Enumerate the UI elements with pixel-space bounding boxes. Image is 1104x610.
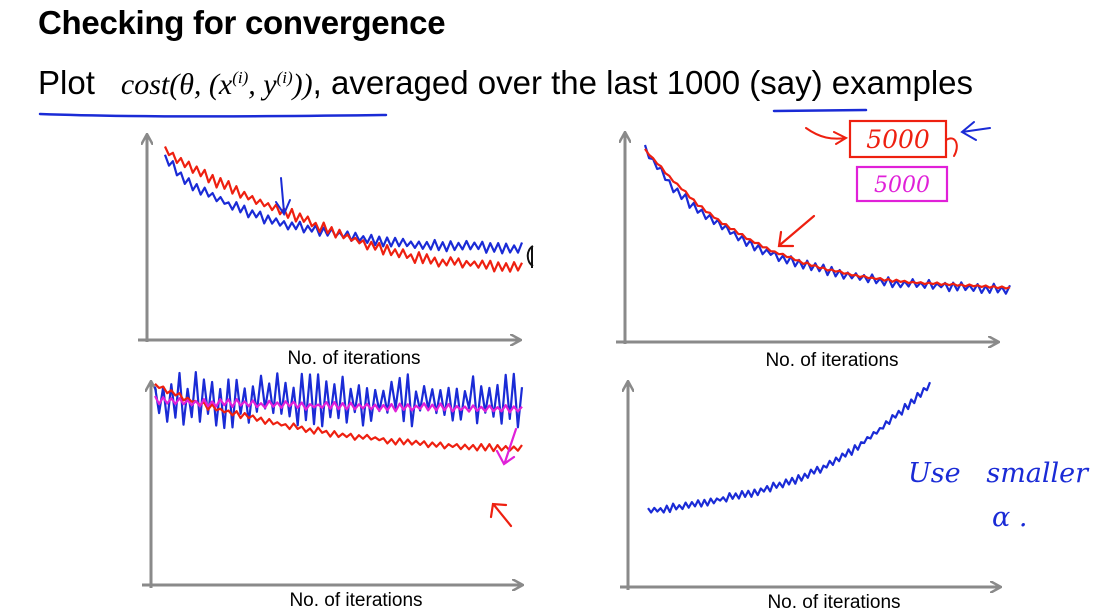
chart-2-series-1-line [643, 144, 1011, 295]
chart-4-series-1-line [647, 381, 932, 514]
arrow-mark-blue [275, 177, 291, 217]
annotation-number-pink: 5000 [874, 173, 930, 198]
chart-3-series-2-line [154, 383, 523, 453]
subtitle-text: , averaged over the last [312, 64, 667, 101]
formula-sup-y: (i) [276, 68, 293, 87]
annotation-number-red: 5000 [866, 125, 930, 154]
arrow-mark-pink [495, 427, 518, 466]
chart-panel-1: No. of iterations [138, 135, 524, 369]
slide-subtitle: Plot cost(θ, (x(i), y(i))) , averaged ov… [38, 64, 973, 108]
chart-1-series-2-line [164, 146, 523, 273]
curl-mark [526, 245, 534, 268]
chart-2-series-2-line [644, 148, 1011, 290]
subtitle-number: 1000 [666, 64, 741, 101]
chart-panel-2: No. of iterations [616, 133, 1011, 371]
note-line-1: Use smaller [908, 458, 1090, 489]
note-line-2: α . [992, 502, 1027, 533]
underline-number [772, 108, 868, 113]
box-arrow-left [805, 127, 849, 145]
formula-part-b: , y [248, 68, 277, 101]
annotation-box-pink [855, 165, 949, 203]
underline-formula [38, 112, 388, 118]
slide-title: Checking for convergence [38, 4, 446, 41]
box-hook-right [945, 137, 958, 157]
subtitle-tail: (say) examples [740, 64, 974, 101]
x-axis-label-4: No. of iterations [767, 592, 900, 610]
subtitle-plot-word: Plot [38, 64, 95, 101]
x-axis-label-1: No. of iterations [287, 348, 420, 369]
formula-part-a: cost(θ, (x [120, 68, 233, 101]
chart-3-series-1-line [153, 371, 524, 430]
chart-panel-4: No. of iterations [620, 382, 1000, 610]
cost-formula: cost(θ, (x(i), y(i))) [121, 68, 313, 102]
x-axis-label-2: No. of iterations [765, 350, 898, 371]
arrow-mark-red [777, 214, 816, 248]
formula-sup-x: (i) [232, 68, 249, 87]
x-axis-label-3: No. of iterations [289, 590, 422, 610]
arrow-mark-red-bottom [489, 502, 513, 528]
chart-panel-3: No. of iterations [142, 371, 524, 610]
chart-3-series-3-line [154, 395, 523, 414]
formula-part-c: )) [292, 68, 313, 101]
box-arrow-right [960, 121, 991, 141]
